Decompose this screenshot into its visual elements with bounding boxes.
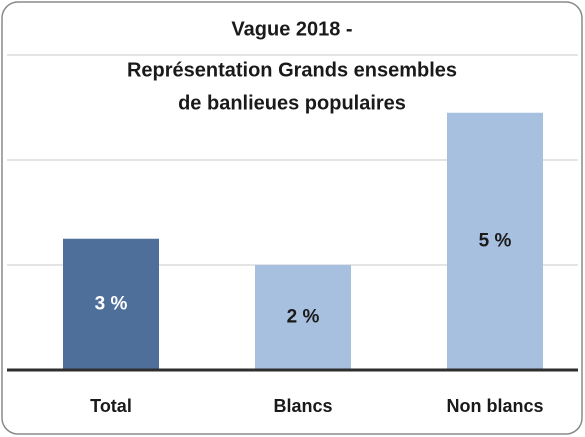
data-label: 2 % xyxy=(287,307,320,328)
data-label: 3 % xyxy=(95,293,128,314)
bar xyxy=(255,265,351,370)
data-label: 5 % xyxy=(479,230,512,251)
chart-title: Représentation Grands ensembles xyxy=(127,59,457,81)
bar xyxy=(447,112,543,370)
x-tick-label: Blancs xyxy=(273,396,332,416)
bar xyxy=(63,238,159,370)
x-tick-label: Non blancs xyxy=(446,396,543,416)
chart-title: de banlieues populaires xyxy=(178,92,406,114)
x-tick-label: Total xyxy=(90,396,132,416)
chart-title: Vague 2018 - xyxy=(231,18,352,40)
